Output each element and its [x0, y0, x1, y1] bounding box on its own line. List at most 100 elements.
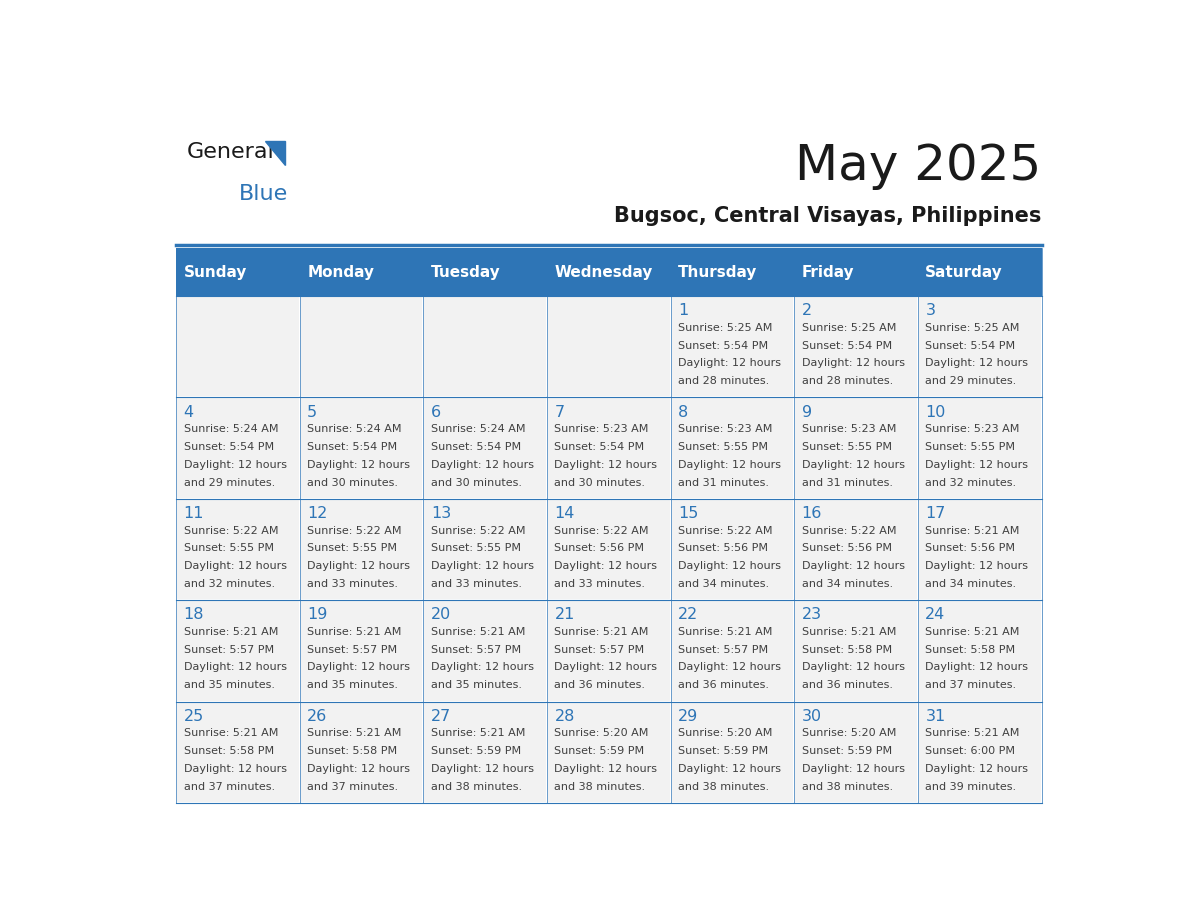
Text: 13: 13 [431, 506, 451, 521]
Bar [299, 248, 423, 297]
Text: Daylight: 12 hours: Daylight: 12 hours [555, 764, 657, 774]
Text: Sunset: 5:54 PM: Sunset: 5:54 PM [555, 442, 645, 452]
Text: and 32 minutes.: and 32 minutes. [183, 579, 274, 588]
Text: and 30 minutes.: and 30 minutes. [308, 477, 398, 487]
Text: Daylight: 12 hours: Daylight: 12 hours [802, 764, 905, 774]
Text: Sunset: 5:54 PM: Sunset: 5:54 PM [431, 442, 520, 452]
Text: and 28 minutes.: and 28 minutes. [678, 376, 770, 386]
Text: and 37 minutes.: and 37 minutes. [308, 781, 398, 791]
Text: Daylight: 12 hours: Daylight: 12 hours [308, 460, 410, 470]
Text: Daylight: 12 hours: Daylight: 12 hours [802, 561, 905, 571]
Bar [795, 248, 918, 297]
Bar [546, 498, 671, 600]
Bar [423, 397, 546, 498]
Text: Daylight: 12 hours: Daylight: 12 hours [308, 561, 410, 571]
Text: 27: 27 [431, 709, 451, 723]
Text: Daylight: 12 hours: Daylight: 12 hours [802, 460, 905, 470]
Text: Sunrise: 5:23 AM: Sunrise: 5:23 AM [555, 424, 649, 434]
Text: Sunrise: 5:21 AM: Sunrise: 5:21 AM [308, 728, 402, 738]
Text: Sunset: 5:55 PM: Sunset: 5:55 PM [431, 543, 520, 554]
Text: 3: 3 [925, 303, 935, 319]
Text: Daylight: 12 hours: Daylight: 12 hours [431, 460, 533, 470]
Text: Sunset: 5:58 PM: Sunset: 5:58 PM [802, 644, 892, 655]
Text: Sunset: 5:55 PM: Sunset: 5:55 PM [925, 442, 1016, 452]
Text: Sunrise: 5:21 AM: Sunrise: 5:21 AM [431, 627, 525, 637]
Text: and 33 minutes.: and 33 minutes. [431, 579, 522, 588]
Bar [918, 701, 1042, 803]
Text: Sunset: 5:57 PM: Sunset: 5:57 PM [308, 644, 397, 655]
Text: Sunrise: 5:21 AM: Sunrise: 5:21 AM [925, 526, 1019, 536]
Text: Sunrise: 5:22 AM: Sunrise: 5:22 AM [678, 526, 772, 536]
Text: Thursday: Thursday [678, 264, 758, 279]
Bar [176, 600, 299, 701]
Bar [176, 498, 299, 600]
Text: 8: 8 [678, 405, 688, 420]
Text: 23: 23 [802, 607, 822, 622]
Text: Sunset: 5:57 PM: Sunset: 5:57 PM [431, 644, 520, 655]
Text: 18: 18 [183, 607, 204, 622]
Text: Sunset: 5:57 PM: Sunset: 5:57 PM [678, 644, 769, 655]
Text: 5: 5 [308, 405, 317, 420]
Text: Sunrise: 5:23 AM: Sunrise: 5:23 AM [678, 424, 772, 434]
Text: Daylight: 12 hours: Daylight: 12 hours [678, 358, 781, 368]
Text: Sunrise: 5:22 AM: Sunrise: 5:22 AM [431, 526, 525, 536]
Text: and 29 minutes.: and 29 minutes. [925, 376, 1017, 386]
Text: Daylight: 12 hours: Daylight: 12 hours [555, 663, 657, 673]
Text: Sunset: 5:54 PM: Sunset: 5:54 PM [308, 442, 397, 452]
Text: Sunday: Sunday [183, 264, 247, 279]
Text: 25: 25 [183, 709, 204, 723]
Text: 31: 31 [925, 709, 946, 723]
Text: Sunrise: 5:24 AM: Sunrise: 5:24 AM [308, 424, 402, 434]
Text: Sunrise: 5:21 AM: Sunrise: 5:21 AM [308, 627, 402, 637]
Text: 4: 4 [183, 405, 194, 420]
Bar [176, 248, 299, 297]
Text: Sunrise: 5:21 AM: Sunrise: 5:21 AM [678, 627, 772, 637]
Text: and 34 minutes.: and 34 minutes. [678, 579, 769, 588]
Text: Daylight: 12 hours: Daylight: 12 hours [183, 764, 286, 774]
Bar [918, 248, 1042, 297]
Bar [299, 498, 423, 600]
Text: Sunrise: 5:22 AM: Sunrise: 5:22 AM [555, 526, 649, 536]
Bar [795, 600, 918, 701]
Text: Daylight: 12 hours: Daylight: 12 hours [183, 561, 286, 571]
Text: Daylight: 12 hours: Daylight: 12 hours [431, 764, 533, 774]
Text: Sunset: 5:56 PM: Sunset: 5:56 PM [555, 543, 644, 554]
Bar [423, 600, 546, 701]
Text: 14: 14 [555, 506, 575, 521]
Text: Daylight: 12 hours: Daylight: 12 hours [431, 561, 533, 571]
Text: Daylight: 12 hours: Daylight: 12 hours [678, 663, 781, 673]
Text: Sunrise: 5:21 AM: Sunrise: 5:21 AM [555, 627, 649, 637]
Text: Sunset: 5:58 PM: Sunset: 5:58 PM [925, 644, 1016, 655]
Text: and 34 minutes.: and 34 minutes. [802, 579, 893, 588]
Bar [176, 297, 299, 397]
Bar [423, 701, 546, 803]
Text: Daylight: 12 hours: Daylight: 12 hours [678, 460, 781, 470]
Bar [918, 498, 1042, 600]
Text: Sunset: 5:56 PM: Sunset: 5:56 PM [802, 543, 892, 554]
Text: Tuesday: Tuesday [431, 264, 500, 279]
Text: Sunrise: 5:23 AM: Sunrise: 5:23 AM [925, 424, 1019, 434]
Text: Sunset: 5:59 PM: Sunset: 5:59 PM [678, 746, 769, 756]
Text: Sunset: 5:54 PM: Sunset: 5:54 PM [925, 341, 1016, 351]
Text: Sunrise: 5:23 AM: Sunrise: 5:23 AM [802, 424, 896, 434]
Text: Sunrise: 5:21 AM: Sunrise: 5:21 AM [183, 627, 278, 637]
Text: and 30 minutes.: and 30 minutes. [431, 477, 522, 487]
Text: and 35 minutes.: and 35 minutes. [183, 680, 274, 690]
Text: Sunset: 5:58 PM: Sunset: 5:58 PM [308, 746, 397, 756]
Bar [795, 701, 918, 803]
Text: Sunrise: 5:22 AM: Sunrise: 5:22 AM [183, 526, 278, 536]
Text: Daylight: 12 hours: Daylight: 12 hours [555, 561, 657, 571]
Text: Sunset: 5:56 PM: Sunset: 5:56 PM [925, 543, 1016, 554]
Text: 17: 17 [925, 506, 946, 521]
Text: Sunset: 5:54 PM: Sunset: 5:54 PM [802, 341, 892, 351]
Text: Sunset: 5:54 PM: Sunset: 5:54 PM [183, 442, 273, 452]
Text: and 32 minutes.: and 32 minutes. [925, 477, 1017, 487]
Text: and 35 minutes.: and 35 minutes. [431, 680, 522, 690]
Text: and 37 minutes.: and 37 minutes. [925, 680, 1017, 690]
Text: and 31 minutes.: and 31 minutes. [802, 477, 892, 487]
Bar [299, 600, 423, 701]
Text: 21: 21 [555, 607, 575, 622]
Text: 29: 29 [678, 709, 699, 723]
Text: 15: 15 [678, 506, 699, 521]
Bar [671, 297, 795, 397]
